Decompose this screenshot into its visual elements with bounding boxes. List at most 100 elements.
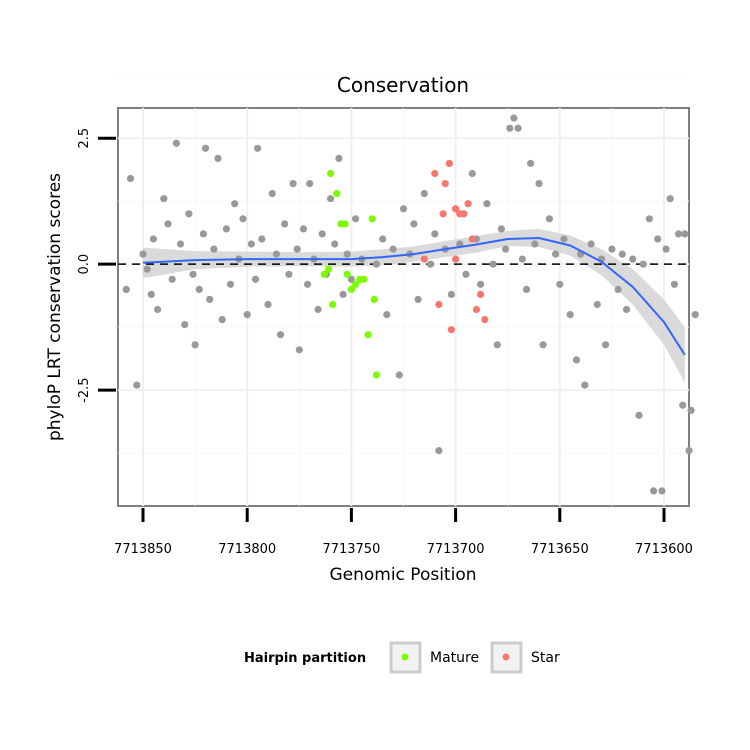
point-other (587, 240, 595, 248)
point-other (685, 447, 693, 455)
y-tick-label: 2.5 (77, 128, 92, 149)
point-mature (372, 371, 380, 379)
y-tick-label: 0.0 (77, 254, 92, 275)
x-tick-label: 7713750 (322, 542, 380, 557)
point-other (552, 250, 560, 258)
point-other (462, 270, 470, 278)
point-other (276, 331, 285, 339)
point-other (243, 311, 251, 319)
point-other (258, 235, 266, 243)
point-mature (324, 265, 333, 273)
point-other (431, 230, 439, 238)
point-other (293, 245, 301, 253)
point-other (251, 275, 260, 283)
x-axis-title: Genomic Position (329, 565, 476, 585)
point-other (289, 180, 297, 188)
point-other (372, 260, 380, 268)
point-other (681, 230, 689, 238)
point-other (493, 341, 501, 349)
point-other (126, 174, 135, 183)
point-other (206, 295, 214, 303)
point-other (629, 255, 637, 263)
point-other (556, 280, 564, 288)
point-other (435, 447, 443, 455)
point-other (518, 255, 526, 263)
point-other (247, 240, 255, 248)
point-star (447, 326, 455, 334)
point-mature (320, 270, 328, 278)
point-other (427, 260, 435, 268)
point-other (176, 240, 185, 248)
point-other (399, 205, 408, 213)
point-other (304, 280, 312, 288)
point-mature (368, 215, 376, 223)
point-other (181, 321, 189, 329)
point-other (687, 406, 695, 414)
point-other (527, 159, 535, 167)
point-other (164, 220, 172, 228)
point-other (139, 250, 147, 258)
point-star (468, 235, 476, 243)
point-other (149, 235, 157, 243)
point-other (306, 180, 314, 188)
point-other (658, 487, 666, 495)
point-other (531, 240, 539, 248)
point-other (489, 260, 497, 268)
point-star (431, 169, 439, 178)
point-other (352, 215, 360, 223)
point-other (343, 250, 351, 258)
confidence-band-area (143, 228, 685, 383)
point-other (154, 305, 162, 314)
point-other (414, 295, 422, 303)
point-other (295, 346, 303, 354)
point-other (662, 245, 670, 253)
point-star (477, 290, 485, 298)
point-other (506, 124, 514, 132)
point-other (572, 356, 581, 364)
point-other (535, 180, 543, 188)
point-other (226, 280, 235, 288)
point-other (379, 235, 387, 243)
point-other (691, 311, 699, 319)
point-other (185, 210, 193, 218)
point-other (331, 240, 339, 248)
point-other (222, 225, 230, 233)
point-star (481, 316, 489, 324)
point-mature (352, 280, 360, 288)
point-other (272, 250, 280, 258)
point-star (441, 180, 449, 188)
x-tick-label: 7713700 (427, 542, 485, 557)
point-other (645, 215, 654, 223)
legend-title: Hairpin partition (244, 651, 366, 666)
point-other (214, 154, 222, 162)
point-other (608, 245, 616, 253)
point-other (160, 195, 168, 203)
point-other (670, 280, 679, 288)
point-other (195, 285, 203, 293)
point-other (679, 401, 687, 409)
point-other (666, 195, 674, 203)
point-other (514, 124, 522, 132)
point-other (133, 381, 141, 389)
point-other (581, 381, 589, 389)
point-other (410, 220, 418, 228)
point-mature (329, 300, 337, 309)
point-other (522, 285, 531, 293)
point-other (285, 270, 293, 278)
point-other (618, 250, 626, 258)
point-star (439, 210, 447, 218)
point-star (452, 255, 460, 263)
point-mature (347, 285, 355, 293)
x-tick-label: 7713600 (635, 542, 693, 557)
point-other (539, 341, 547, 349)
point-other (314, 305, 322, 314)
point-other (172, 139, 180, 147)
point-mature (343, 270, 351, 278)
point-other (675, 230, 683, 238)
point-other (510, 114, 518, 122)
point-other (639, 260, 647, 268)
point-other (143, 265, 151, 273)
point-other (281, 220, 289, 228)
x-tick-label: 7713800 (218, 542, 276, 557)
